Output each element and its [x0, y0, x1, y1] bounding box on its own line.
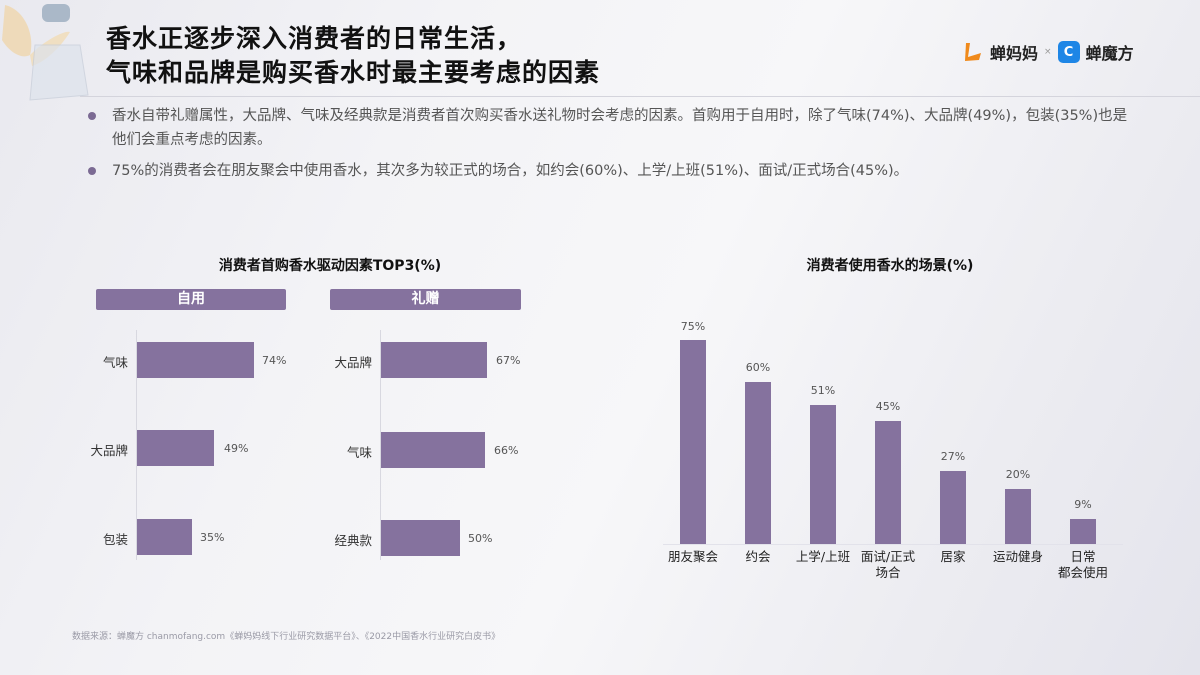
bar-category-label: 面试/正式 场合: [850, 549, 926, 581]
perfume-butterfly-decoration: [2, 4, 89, 101]
bar-value-label: 74%: [262, 354, 287, 367]
bar: [810, 405, 836, 544]
bar: [381, 520, 460, 556]
bar-value-label: 75%: [680, 320, 706, 333]
bar-value-label: 20%: [1005, 468, 1031, 481]
bar: [137, 342, 254, 378]
page-title: 香水正逐步深入消费者的日常生活， 气味和品牌是购买香水时最主要考虑的因素: [106, 22, 600, 90]
bar-category-label: 包装: [102, 532, 128, 547]
chart-title-first-purchase: 消费者首购香水驱动因素TOP3(%): [218, 258, 442, 274]
x-axis-line: [663, 544, 1123, 545]
bar-category-label: 经典款: [334, 533, 372, 548]
bar: [680, 340, 706, 544]
title-line-2: 气味和品牌是购买香水时最主要考虑的因素: [106, 58, 601, 87]
bar: [745, 382, 771, 544]
bar-value-label: 60%: [745, 361, 771, 374]
bar: [381, 342, 487, 378]
bullet-item: 香水自带礼赠属性，大品牌、气味及经典款是消费者首次购买香水送礼物时会考虑的因素。…: [86, 104, 1136, 152]
chanmofang-logo-text: 蝉魔方: [1085, 44, 1134, 63]
bar-category-label: 上学/上班: [795, 549, 851, 564]
chart-title-usage-scenarios: 消费者使用香水的场景(%): [806, 258, 974, 274]
bar-category-label: 运动健身: [992, 549, 1043, 564]
bar: [137, 430, 214, 466]
bar: [940, 471, 966, 544]
bar-value-label: 45%: [875, 400, 901, 413]
bar-category-label: 约会: [745, 549, 771, 564]
bar-category-label: 气味: [346, 445, 372, 460]
bar-category-label: 日常 都会使用: [1045, 549, 1121, 581]
axis-line: [136, 330, 137, 560]
bar: [875, 421, 901, 544]
bar-value-label: 35%: [200, 531, 225, 544]
bar-value-label: 66%: [494, 444, 519, 457]
title-line-1: 香水正逐步深入消费者的日常生活，: [106, 24, 523, 53]
bar-value-label: 67%: [496, 354, 521, 367]
title-divider: [80, 96, 1200, 97]
bar: [1005, 489, 1031, 544]
bar-category-label: 朋友聚会: [667, 549, 718, 564]
chanmofang-logo-icon: C: [1057, 41, 1080, 63]
category-line: 日常: [1070, 549, 1096, 564]
panel-tag-gift: 礼赠: [330, 289, 521, 310]
bar-category-label: 大品牌: [334, 355, 372, 370]
panel-tag-self-use: 自用: [96, 289, 286, 310]
bar-value-label: 51%: [810, 384, 836, 397]
brand-logos: 蝉妈妈 × C 蝉魔方: [962, 40, 1134, 64]
category-line: 场合: [875, 565, 901, 580]
summary-bullets: 香水自带礼赠属性，大品牌、气味及经典款是消费者首次购买香水送礼物时会考虑的因素。…: [86, 104, 1136, 190]
bar-category-label: 居家: [940, 549, 966, 564]
chanmama-logo-icon: [965, 43, 981, 61]
chanmama-logo-text: 蝉妈妈: [990, 44, 1039, 63]
bar: [381, 432, 485, 468]
category-line: 都会使用: [1057, 565, 1108, 580]
bar-value-label: 27%: [940, 450, 966, 463]
bar: [137, 519, 192, 555]
bar-value-label: 50%: [468, 532, 493, 545]
bar: [1070, 519, 1096, 544]
bar-category-label: 气味: [102, 355, 128, 370]
bar-value-label: 49%: [224, 442, 249, 455]
bar-category-label: 大品牌: [90, 443, 128, 458]
bullet-item: 75%的消费者会在朋友聚会中使用香水，其次多为较正式的场合，如约会(60%)、上…: [86, 159, 1136, 183]
logo-separator: ×: [1044, 47, 1052, 57]
data-source-footnote: 数据来源：蝉魔方 chanmofang.com《蝉妈妈线下行业研究数据平台》、《…: [72, 632, 501, 642]
axis-line: [380, 330, 381, 560]
category-line: 面试/正式: [860, 549, 916, 564]
bar-value-label: 9%: [1074, 498, 1092, 511]
